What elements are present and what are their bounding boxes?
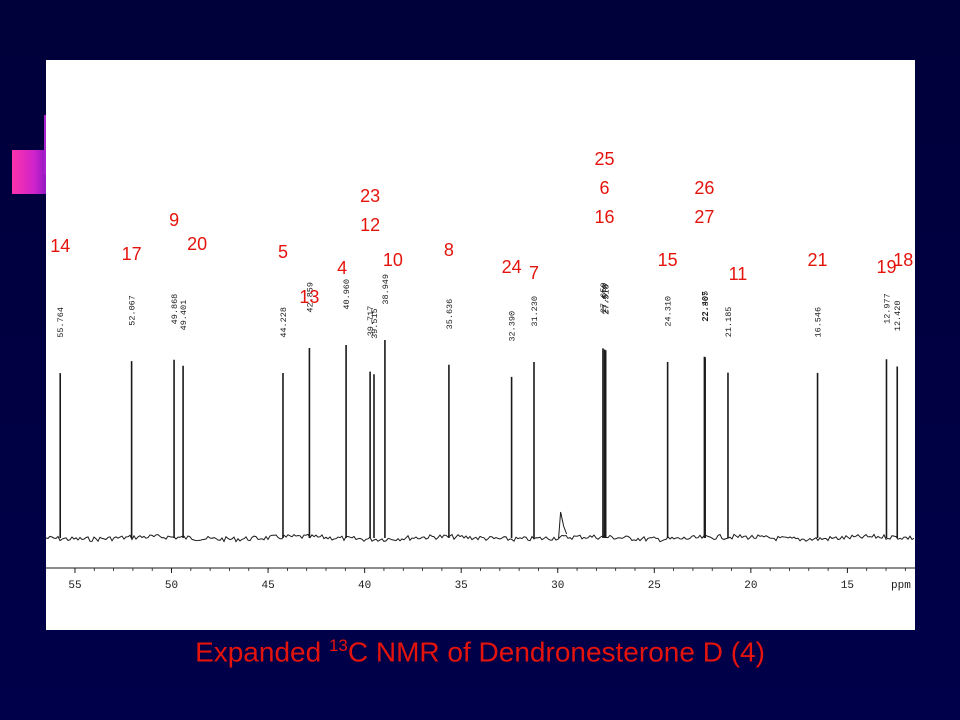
ppm-tick-label: 55 [68,580,81,592]
carbon-assignment-label: 4 [337,258,347,278]
carbon-assignment-label: 12 [360,215,380,235]
carbon-assignment-label: 15 [658,250,678,270]
peak-shift-label: 49.868 [170,294,180,325]
slide-caption: Expanded 13C NMR of Dendronesterone D (4… [0,636,960,668]
caption-suffix: C NMR of Dendronesterone D (4) [347,636,765,668]
peak-shift-label: 39.717 [366,306,376,337]
caption-isotope-superscript: 13 [328,636,348,655]
ppm-tick-label: 25 [648,580,661,592]
solvent-artefact-peak [558,511,568,539]
peak-shift-label: 32.390 [508,311,518,342]
carbon-assignment-label: 19 [876,257,896,277]
carbon-assignment-label: 17 [122,244,142,264]
carbon-assignment-label: 20 [187,234,207,254]
ppm-tick-label: 15 [841,580,854,592]
peak-shift-label: 22.405 [700,291,710,322]
peak-shift-label: 35.636 [445,299,455,330]
carbon-assignment-label: 9 [169,210,179,230]
nmr-spectrum-chart: 55 50 45 40 35 30 25 20 15 ppm 55.764 52.067 49.868… [46,149,915,592]
peak-shift-label: 52.067 [128,295,138,326]
peak-shift-label: 38.949 [381,274,391,305]
peak-shift-label: 24.310 [664,296,674,327]
ppm-tick-label: 40 [358,580,371,592]
peak-shift-label: 21.185 [724,307,734,338]
carbon-assignment-label: 27 [694,207,714,227]
carbon-assignment-label: 13 [299,287,319,307]
peak-shift-label: 49.401 [179,300,189,331]
peak-shift-label: 12.420 [893,301,903,332]
carbon-assignment-label: 24 [502,257,522,277]
peak-shift-label: 40.960 [342,279,352,310]
carbon-assignment-label: 23 [360,186,380,206]
peak-shift-label: 39.515 [370,308,380,339]
ppm-tick-label: 45 [261,580,274,592]
peak-shift-label: 27.578 [601,283,611,314]
ppm-tick-label: 20 [744,580,757,592]
carbon-assignment-label: 6 [600,178,610,198]
peak-shift-label: 42.859 [305,282,315,313]
spectrum-baseline [46,533,915,543]
carbon-assignment-label: 26 [694,178,714,198]
peak-shift-label: 27.659 [599,282,609,313]
peak-shift-label: 12.977 [882,293,892,324]
peak-shift-label: 44.228 [279,307,289,338]
ppm-tick-label: 35 [455,580,468,592]
peak-shift-label: 22.367 [701,291,711,322]
nmr-spectrum-panel: 55 50 45 40 35 30 25 20 15 ppm 55.764 52.067 49.868… [46,60,915,630]
carbon-assignment-label: 25 [595,149,615,169]
carbon-assignment-label: 16 [595,207,615,227]
ppm-tick-label: 50 [165,580,178,592]
peak-shift-label: 27.518 [602,284,612,315]
ppm-tick-label: 30 [551,580,564,592]
carbon-assignment-label: 11 [729,264,748,284]
carbon-assignment-label: 21 [808,250,828,270]
peak-shift-label: 16.546 [814,307,824,338]
carbon-assignment-label: 10 [383,250,403,270]
carbon-assignment-label: 14 [50,236,70,256]
ppm-unit-label: ppm [891,580,911,592]
caption-prefix: Expanded [195,636,329,668]
peak-shift-label: 31.230 [530,296,540,327]
carbon-assignment-label: 7 [529,263,539,283]
peak-shift-label: 55.764 [56,307,66,338]
carbon-assignment-label: 8 [444,240,454,260]
carbon-assignment-label: 18 [893,250,913,270]
carbon-assignment-label: 5 [278,242,288,262]
